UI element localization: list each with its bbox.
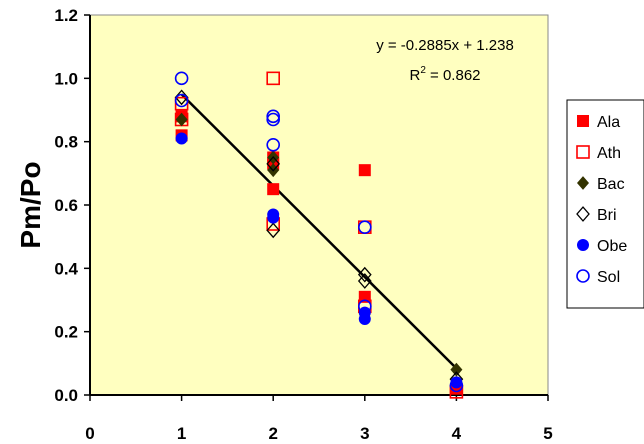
y-tick-label: 0.4 [54, 259, 78, 278]
axes [84, 14, 549, 401]
data-point-bri [357, 273, 372, 289]
legend-label-bac: Bac [597, 176, 625, 193]
data-point-ala [358, 164, 371, 177]
y-axis-label: Pm/Po [15, 161, 46, 248]
legend-marker-bri [576, 206, 590, 222]
data-point-bri [266, 155, 281, 172]
y-tick-label: 0.2 [54, 323, 78, 342]
legend-marker-sol [576, 269, 590, 283]
data-point-bac [175, 112, 188, 127]
data-point-obe [175, 132, 188, 145]
r-squared-exp: 2 [420, 65, 426, 76]
legend-marker-bac [577, 176, 589, 190]
legend-label-ala: Ala [597, 114, 620, 131]
data-point-ala [267, 183, 280, 196]
x-tick-label: 0 [85, 424, 94, 443]
trendline [180, 93, 458, 370]
x-tick-label: 1 [177, 424, 186, 443]
data-point-obe [267, 208, 280, 221]
legend-label-obe: Obe [597, 238, 627, 255]
legend: Ala Ath Bac Bri Obe Sol [576, 114, 627, 286]
x-tick-label: 3 [360, 424, 369, 443]
data-point-sol [266, 138, 281, 152]
legend-box [566, 99, 644, 309]
y-tick-label: 0.6 [54, 196, 78, 215]
x-tick-label: 2 [268, 424, 277, 443]
r-squared-value: = 0.862 [426, 67, 481, 84]
y-tick-label: 0.0 [54, 386, 78, 405]
data-point-bri [266, 222, 281, 239]
y-tick-label: 1.2 [54, 6, 78, 25]
data-point-sol [357, 299, 372, 314]
trendline-group [180, 93, 458, 370]
r-squared-label: R2 = 0.862 [409, 65, 480, 84]
data-points [174, 71, 464, 399]
y-tick-label: 1.0 [54, 69, 78, 88]
legend-label-ath: Ath [597, 145, 621, 162]
data-point-sol [174, 71, 189, 86]
r-squared-base: R [409, 67, 420, 84]
data-point-obe [450, 376, 463, 389]
legend-marker-obe [577, 239, 589, 251]
data-point-sol [449, 378, 464, 393]
data-point-bri [357, 266, 372, 283]
trendline-equation: y = -0.2885x + 1.238 [376, 37, 514, 54]
data-point-sol [174, 93, 189, 108]
tick-labels: 0.0 0.2 0.4 0.6 0.8 1.0 1.2 0 1 2 3 4 5 [54, 6, 552, 443]
y-tick-label: 0.8 [54, 133, 78, 152]
data-point-bac [450, 362, 463, 377]
x-tick-label: 4 [452, 424, 462, 443]
data-point-ath [266, 71, 281, 86]
legend-marker-ala [577, 115, 589, 127]
data-point-sol [266, 112, 281, 127]
data-point-sol [357, 220, 372, 234]
plot-area [89, 14, 549, 396]
legend-label-bri: Bri [597, 207, 617, 224]
x-tick-label: 5 [543, 424, 552, 443]
legend-label-sol: Sol [597, 269, 620, 286]
legend-marker-ath [576, 145, 590, 159]
